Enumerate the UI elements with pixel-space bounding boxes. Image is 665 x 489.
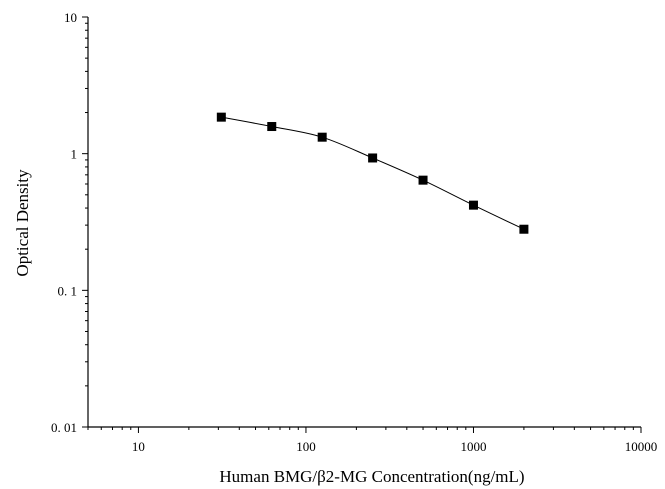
axes — [87, 17, 641, 428]
x-tick-label: 10 — [132, 439, 145, 454]
x-axis-title: Human BMG/β2-MG Concentration(ng/mL) — [219, 467, 524, 486]
data-point — [317, 132, 327, 142]
tick-labels: 10 100 1000 10000 0. 01 0. 1 1 10 — [51, 10, 657, 454]
y-tick-label: 10 — [64, 10, 77, 25]
data-point — [267, 122, 277, 132]
data-point — [519, 224, 529, 234]
fitted-curve — [221, 116, 525, 230]
y-tick-label: 0. 01 — [51, 420, 77, 435]
data-point — [418, 175, 428, 185]
x-tick-label: 100 — [296, 439, 316, 454]
x-tick-label: 1000 — [460, 439, 486, 454]
data-point — [216, 112, 226, 122]
y-tick-label: 0. 1 — [58, 283, 78, 298]
ticks — [82, 16, 642, 433]
data-point — [368, 153, 378, 163]
y-axis-title: Optical Density — [13, 169, 32, 277]
y-tick-label: 1 — [71, 147, 78, 162]
data-points — [216, 112, 529, 234]
x-tick-label: 10000 — [625, 439, 658, 454]
data-point — [468, 200, 478, 210]
